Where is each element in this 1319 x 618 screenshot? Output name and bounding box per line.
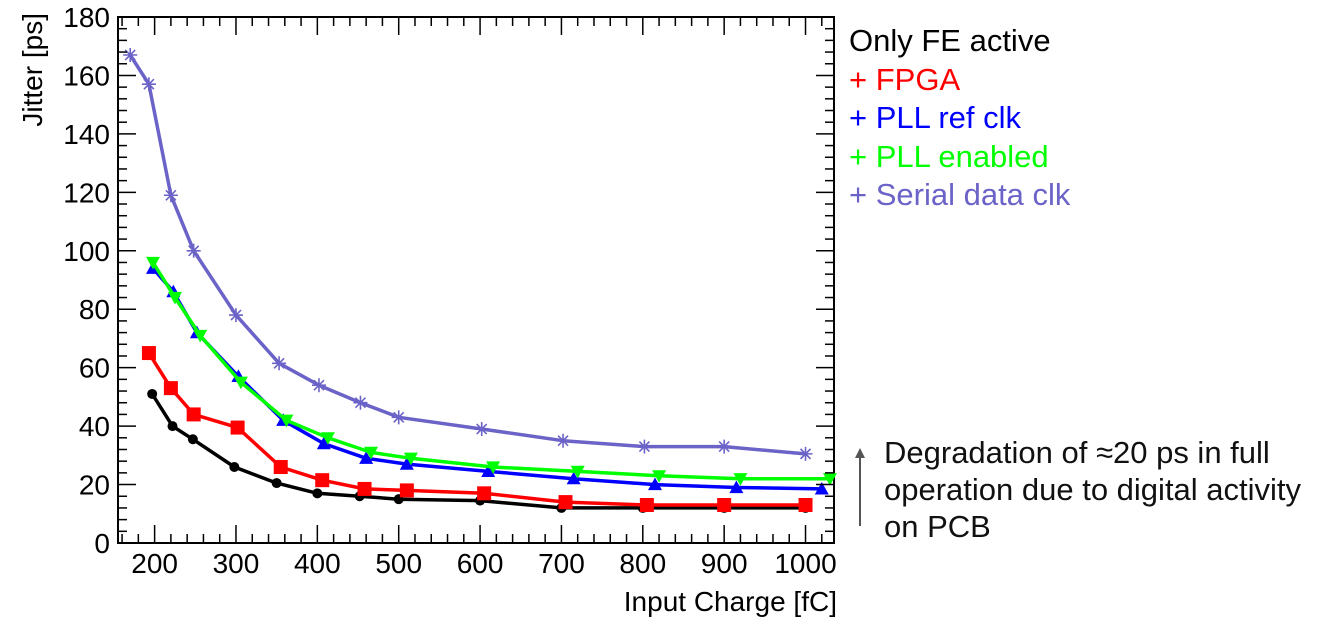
legend: Only FE active + FPGA + PLL ref clk + PL… (849, 22, 1070, 215)
data-point (187, 434, 198, 445)
data-point (315, 473, 330, 488)
data-point (558, 495, 573, 510)
data-point (353, 395, 368, 410)
data-point (391, 410, 406, 425)
x-tick-label: 700 (538, 548, 585, 579)
data-point (311, 378, 326, 393)
jitter-chart: 200 300 400 500 600 700 800 900 1000 0 20 40 60 80 100… (17, 2, 837, 617)
y-axis-title: Jitter [ps] (17, 13, 48, 127)
data-point (477, 486, 492, 501)
series-2 (141, 346, 813, 513)
legend-entry-fpga: + FPGA (849, 61, 961, 97)
data-point (652, 470, 667, 483)
data-point (147, 388, 158, 399)
data-point (364, 446, 379, 460)
data-point (163, 381, 178, 396)
data-point (648, 477, 662, 491)
plot-frame (117, 16, 835, 544)
y-tick-label: 160 (63, 60, 110, 91)
x-tick-label: 300 (213, 548, 260, 579)
data-point (717, 439, 732, 454)
series-line (128, 54, 806, 456)
data-point (357, 481, 372, 496)
data-point (729, 480, 744, 494)
data-point (279, 414, 294, 428)
x-tick-label: 200 (131, 548, 178, 579)
data-point (403, 452, 418, 466)
data-point (566, 471, 581, 485)
series-3 (145, 261, 829, 495)
y-tick-label: 80 (79, 294, 110, 325)
legend-entry-pll-ref-clk: + PLL ref clk (849, 100, 1022, 135)
data-point (145, 256, 160, 270)
y-tick-label: 120 (63, 177, 110, 208)
data-point (474, 422, 489, 437)
legend-entry-pll-enabled: + PLL enabled (849, 138, 1049, 174)
x-tick-label: 600 (457, 548, 504, 579)
y-tick-label: 60 (79, 353, 110, 384)
data-point (193, 329, 208, 343)
axes: 200 300 400 500 600 700 800 900 1000 0 20 40 60 80 100… (63, 2, 836, 579)
data-point (798, 446, 813, 461)
data-point (272, 356, 287, 371)
data-point (230, 420, 245, 435)
data-point (273, 460, 288, 475)
data-point (316, 436, 331, 450)
x-axis-title: Input Charge [fC] (624, 586, 837, 617)
y-tick-label: 40 (79, 411, 110, 442)
data-point (141, 77, 156, 92)
data-point (399, 483, 414, 498)
data-point (798, 498, 813, 513)
y-tick-label: 180 (63, 2, 110, 33)
series-4 (145, 256, 837, 486)
x-tick-label: 900 (701, 548, 748, 579)
y-tick-label: 0 (94, 528, 110, 559)
data-point (167, 421, 178, 432)
data-point (639, 498, 654, 513)
data-point (229, 462, 240, 473)
data-point (123, 47, 138, 62)
data-point (233, 376, 248, 390)
data-point (733, 473, 748, 486)
data-point (556, 433, 571, 448)
data-point (320, 432, 335, 445)
degradation-annotation: Degradation of ≈20 ps in full operation … (884, 435, 1302, 544)
data-point (186, 243, 201, 258)
legend-entry-serial-data-clk: + Serial data clk (849, 177, 1071, 212)
data-point (481, 464, 496, 478)
data-point (486, 461, 501, 475)
data-point (814, 481, 829, 495)
series-group (123, 47, 837, 513)
plot-area (117, 16, 835, 544)
y-tick-label: 100 (63, 236, 110, 267)
data-point (163, 188, 178, 203)
data-point (717, 498, 732, 513)
x-tick-label: 800 (619, 548, 666, 579)
data-point (186, 407, 201, 422)
series-5 (123, 47, 813, 461)
up-arrow-icon (855, 448, 865, 526)
data-point (399, 457, 414, 470)
data-point (637, 439, 652, 454)
data-point (167, 291, 182, 305)
data-point (141, 346, 156, 361)
data-point (570, 465, 585, 479)
data-point (271, 478, 282, 489)
x-tick-label: 500 (375, 548, 422, 579)
data-point (359, 451, 374, 464)
data-point (822, 473, 837, 486)
y-tick-label: 140 (63, 119, 110, 150)
series-line (151, 267, 822, 491)
data-point (228, 308, 243, 323)
legend-entry-only-fe: Only FE active (849, 23, 1051, 58)
y-tick-label: 20 (79, 470, 110, 501)
data-point (312, 488, 323, 499)
x-tick-label: 400 (294, 548, 341, 579)
x-tick-label: 1000 (774, 548, 836, 579)
